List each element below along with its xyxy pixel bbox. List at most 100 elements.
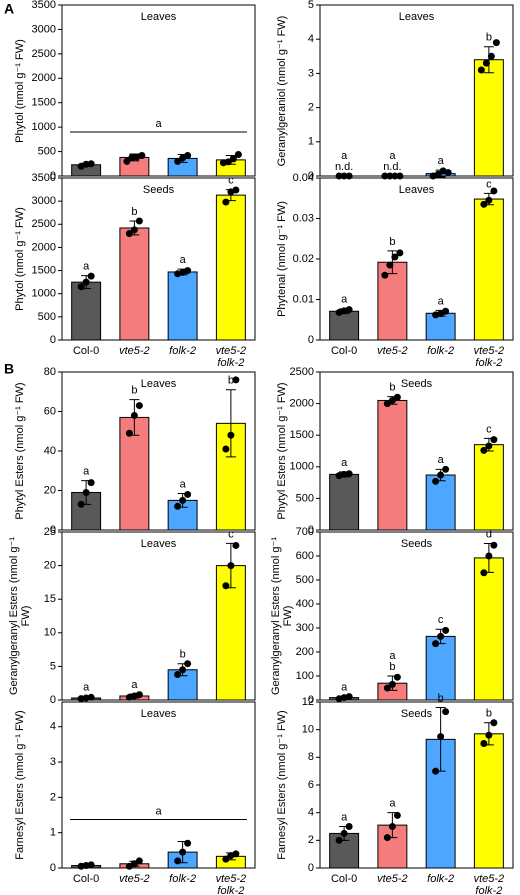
significance-letter: a bbox=[131, 679, 138, 691]
x-tick-label: Col-0 bbox=[72, 345, 100, 357]
data-point bbox=[232, 541, 240, 549]
y-tick-label: 2500 bbox=[32, 218, 56, 230]
data-point bbox=[480, 200, 488, 208]
data-point bbox=[485, 442, 493, 450]
data-point bbox=[485, 731, 493, 739]
x-tick-label: Col-0 bbox=[330, 873, 358, 885]
significance-letter: a bbox=[155, 805, 162, 817]
y-tick-label: 2500 bbox=[32, 48, 56, 60]
bar bbox=[425, 474, 456, 531]
bar bbox=[473, 557, 504, 701]
x-tick-label: vte5-2 bbox=[119, 345, 150, 357]
data-point bbox=[480, 740, 488, 747]
chart-title: Seeds bbox=[401, 538, 433, 550]
x-tick-label: folk-2 bbox=[427, 873, 455, 885]
y-axis-label: Phytyl Esters (nmol g⁻¹ FW) bbox=[276, 382, 288, 520]
y-tick-label: 5 bbox=[50, 660, 56, 672]
data-point bbox=[184, 660, 192, 668]
chart-title: Seeds bbox=[401, 378, 433, 390]
y-tick-label: 40 bbox=[44, 445, 56, 457]
data-point bbox=[391, 253, 399, 261]
data-point bbox=[222, 198, 230, 206]
y-tick-label: 0.04 bbox=[293, 172, 314, 184]
y-tick-label: 0 bbox=[308, 862, 314, 874]
y-tick-label: 500 bbox=[38, 311, 56, 323]
y-tick-label: 700 bbox=[296, 526, 314, 538]
x-tick-label: vte5-2 bbox=[377, 345, 408, 357]
data-point bbox=[87, 861, 95, 869]
y-axis-label: Geranylgeranyl Esters (nmol g⁻¹ FW) bbox=[8, 536, 32, 696]
plot-frame bbox=[319, 531, 514, 701]
y-tick-label: 2000 bbox=[32, 72, 56, 84]
data-point bbox=[393, 393, 401, 401]
data-point bbox=[135, 217, 143, 225]
data-point bbox=[135, 857, 143, 865]
data-point bbox=[345, 470, 353, 478]
data-point bbox=[388, 680, 396, 688]
bar bbox=[473, 59, 504, 177]
significance-letter: a bbox=[341, 681, 348, 693]
data-point bbox=[432, 477, 440, 485]
data-point bbox=[232, 186, 240, 194]
chart-title: Leaves bbox=[141, 708, 177, 720]
y-tick-label: 3000 bbox=[32, 23, 56, 35]
data-point bbox=[77, 500, 85, 508]
data-point bbox=[482, 59, 490, 67]
y-tick-label: 400 bbox=[296, 598, 314, 610]
data-point bbox=[130, 411, 138, 419]
data-point bbox=[184, 839, 192, 847]
data-point bbox=[383, 684, 391, 692]
data-point bbox=[138, 151, 146, 159]
significance-letter: d bbox=[486, 528, 492, 540]
data-point bbox=[432, 767, 440, 775]
bar bbox=[71, 491, 102, 531]
panel-label: A bbox=[4, 1, 14, 17]
y-tick-label: 0 bbox=[308, 334, 314, 346]
significance-letter: a bbox=[155, 118, 162, 130]
data-point bbox=[437, 632, 445, 640]
x-tick-label: vte5-2 folk-2 bbox=[215, 345, 247, 369]
significance-letter: a bbox=[83, 682, 90, 694]
data-point bbox=[345, 693, 353, 701]
y-axis-label: Farnesyl Esters (nmol g⁻¹ FW) bbox=[14, 710, 26, 860]
y-tick-label: 1000 bbox=[32, 288, 56, 300]
significance-letter: a bbox=[341, 811, 348, 823]
y-tick-label: 1 bbox=[50, 827, 56, 839]
y-tick-label: 0 bbox=[50, 694, 56, 706]
chart-title: Leaves bbox=[399, 11, 435, 23]
data-point bbox=[442, 465, 450, 473]
y-tick-label: 2 bbox=[308, 102, 314, 114]
bar bbox=[377, 399, 408, 531]
y-tick-label: 1500 bbox=[290, 429, 314, 441]
significance-letter: c bbox=[486, 178, 492, 190]
data-point bbox=[174, 857, 182, 865]
y-tick-label: 1000 bbox=[32, 121, 56, 133]
significance-letter: b bbox=[180, 649, 186, 661]
data-point bbox=[232, 376, 240, 384]
data-point bbox=[184, 267, 192, 275]
significance-letter: a bbox=[438, 295, 445, 307]
y-tick-label: 2 bbox=[50, 791, 56, 803]
significance-letter: a bbox=[83, 261, 90, 273]
y-tick-label: 500 bbox=[296, 574, 314, 586]
data-point bbox=[485, 196, 493, 204]
significance-letter: b bbox=[389, 382, 395, 394]
data-point bbox=[393, 811, 401, 819]
data-point bbox=[386, 261, 394, 269]
plot-frame bbox=[61, 177, 256, 341]
significance-letter: a bbox=[438, 155, 445, 167]
chart-title: Seeds bbox=[401, 708, 433, 720]
significance-letter: b bbox=[131, 206, 137, 218]
x-tick-label: folk-2 bbox=[169, 873, 197, 885]
significance-letter: a bbox=[389, 650, 396, 662]
y-axis-label: Phytenal (nmol g⁻¹ FW) bbox=[276, 201, 288, 317]
data-point bbox=[222, 445, 230, 453]
y-tick-label: 8 bbox=[308, 751, 314, 763]
y-tick-label: 20 bbox=[44, 560, 56, 572]
x-tick-label: folk-2 bbox=[427, 345, 455, 357]
data-point bbox=[125, 429, 133, 437]
bar bbox=[119, 416, 150, 531]
significance-letter: a bbox=[389, 150, 396, 162]
data-point bbox=[184, 490, 192, 498]
